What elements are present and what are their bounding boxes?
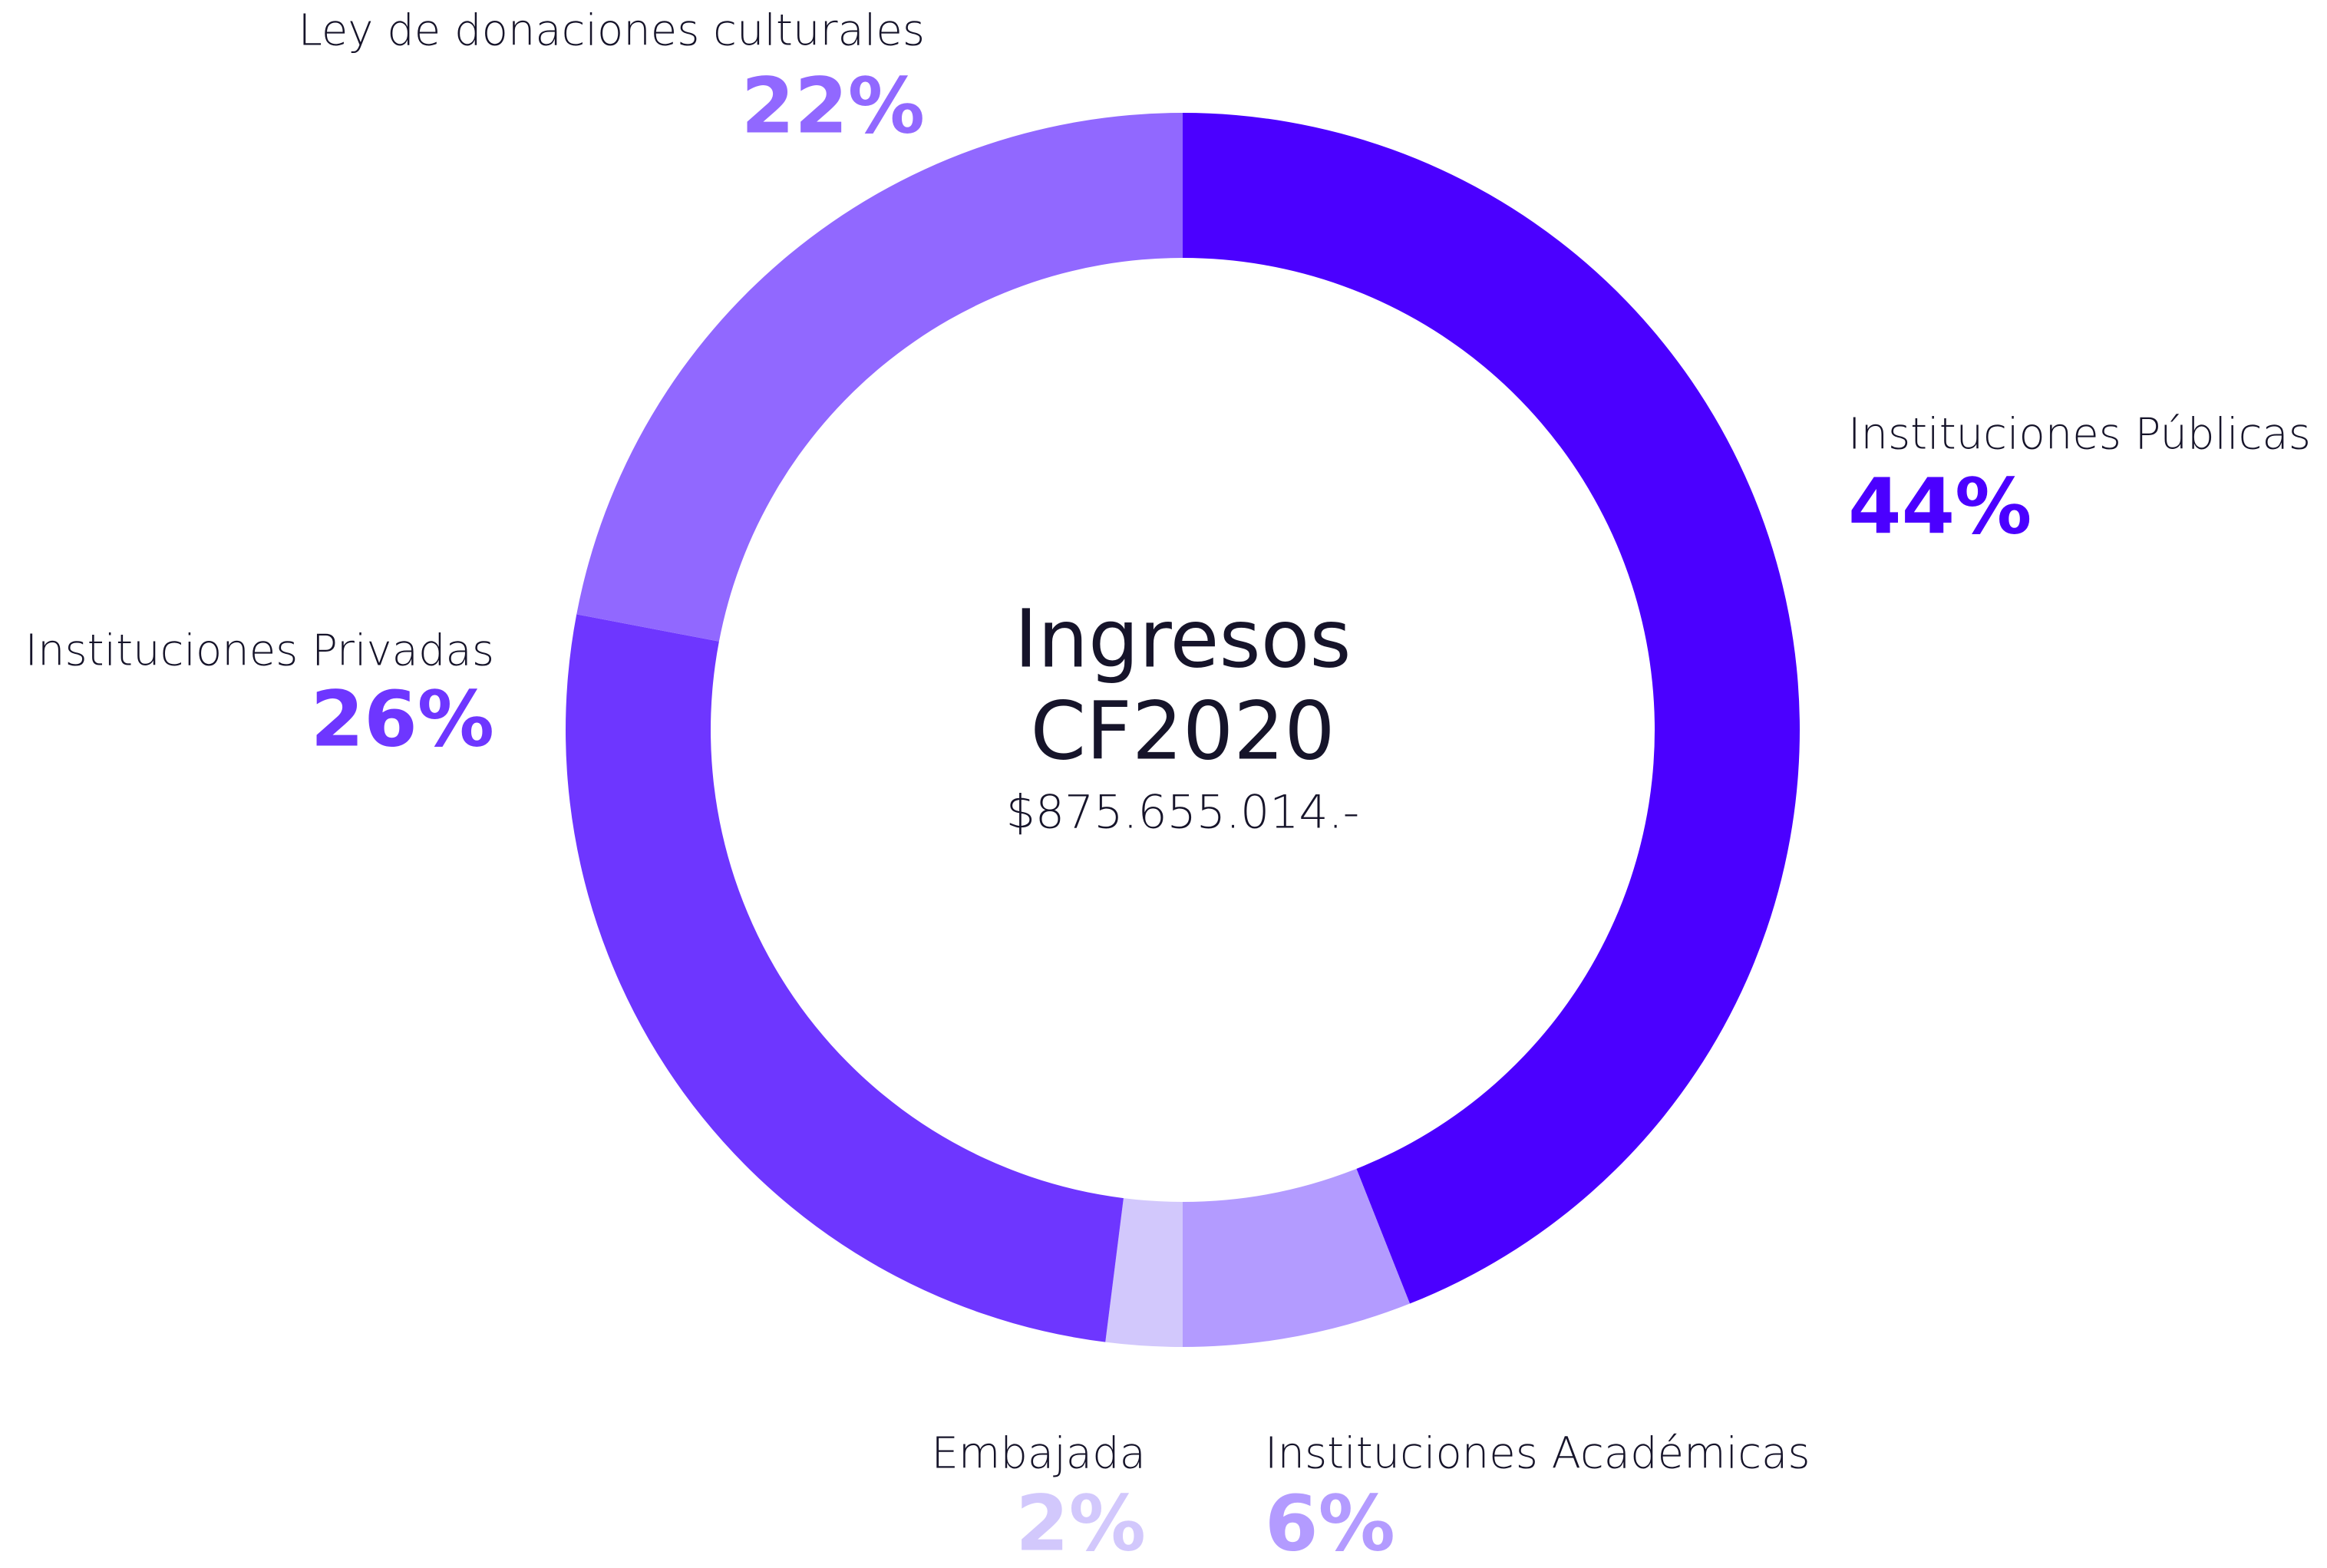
donut-segment: [1183, 1168, 1410, 1348]
donut-segment: [565, 614, 1124, 1342]
segment-value-label: 2%: [1015, 1478, 1146, 1568]
segment-name: Instituciones Académicas: [1265, 1428, 1810, 1478]
donut-segment: [576, 113, 1183, 642]
segment-name: Instituciones Privadas: [25, 626, 494, 675]
donut-segment: [1183, 113, 1800, 1304]
center-label: CF2020: [1030, 684, 1335, 777]
donut-segment: [1105, 1198, 1183, 1347]
segment-name: Embajada: [931, 1428, 1146, 1478]
segment-value-label: 26%: [311, 674, 494, 764]
segment-value-label: 6%: [1265, 1478, 1395, 1568]
segment-value-label: 22%: [741, 61, 925, 150]
segment-name: Instituciones Públicas: [1848, 409, 2311, 459]
segment-value-label: 44%: [1848, 461, 2032, 551]
segment-name: Ley de donaciones culturales: [299, 5, 925, 55]
center-label: Ingresos: [1014, 592, 1351, 685]
center-value: $875.655.014.-: [1006, 786, 1360, 840]
